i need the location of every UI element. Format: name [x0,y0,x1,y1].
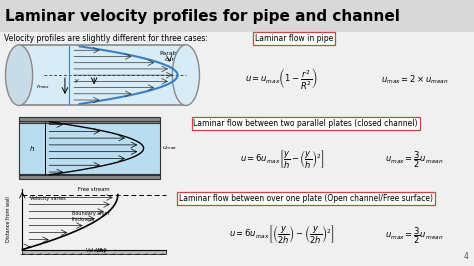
Text: Laminar flow between two parallel plates (closed channel): Laminar flow between two parallel plates… [193,119,418,128]
Text: Free stream: Free stream [78,187,110,192]
Text: Laminar flow between over one plate (Open channel/Free surface): Laminar flow between over one plate (Ope… [179,194,433,203]
Text: $u = u_{max}\left(1 - \dfrac{r^2}{R^2}\right)$: $u = u_{max}\left(1 - \dfrac{r^2}{R^2}\r… [246,67,319,92]
Text: $u_{max}$: $u_{max}$ [162,144,177,152]
FancyBboxPatch shape [19,174,160,180]
FancyBboxPatch shape [19,117,160,123]
Text: $y$: $y$ [73,77,80,85]
Text: $h$: $h$ [29,144,35,153]
Ellipse shape [6,45,33,106]
Text: $u_{max} = \dfrac{3}{2} u_{mean}$: $u_{max} = \dfrac{3}{2} u_{mean}$ [385,149,444,170]
Text: 4: 4 [464,252,468,261]
Text: $u = 6u_{max}\left[\dfrac{y}{h} - \left(\dfrac{y}{h}\right)^2\right]$: $u = 6u_{max}\left[\dfrac{y}{h} - \left(… [240,149,324,171]
Text: Boundary layer
thickness: Boundary layer thickness [72,211,109,222]
Text: Distance from wall: Distance from wall [6,196,11,242]
Text: Laminar flow in pipe: Laminar flow in pipe [255,34,333,43]
Polygon shape [19,45,186,106]
Ellipse shape [173,45,200,106]
Text: $u = 6u_{max}\left[\left(\dfrac{y}{2h}\right) - \left(\dfrac{y}{2h}\right)^2\rig: $u = 6u_{max}\left[\left(\dfrac{y}{2h}\r… [229,225,335,246]
Text: Velocity varies: Velocity varies [30,196,66,201]
FancyBboxPatch shape [22,250,165,254]
Text: Wall: Wall [96,248,108,253]
Text: $r_{max}$: $r_{max}$ [36,82,50,90]
Text: Velocity $\longrightarrow$: Velocity $\longrightarrow$ [85,246,118,255]
FancyBboxPatch shape [19,121,160,176]
FancyBboxPatch shape [0,0,474,32]
Text: Parabolic
curve: Parabolic curve [159,51,188,62]
Text: $u_{max} = 2 \times u_{mean}$: $u_{max} = 2 \times u_{mean}$ [381,74,448,86]
Text: Velocity profiles are slightly different for three cases:: Velocity profiles are slightly different… [4,34,208,43]
Text: $u_{max} = \dfrac{3}{2} u_{mean}$: $u_{max} = \dfrac{3}{2} u_{mean}$ [385,225,444,246]
Text: Laminar velocity profiles for pipe and channel: Laminar velocity profiles for pipe and c… [5,9,400,24]
